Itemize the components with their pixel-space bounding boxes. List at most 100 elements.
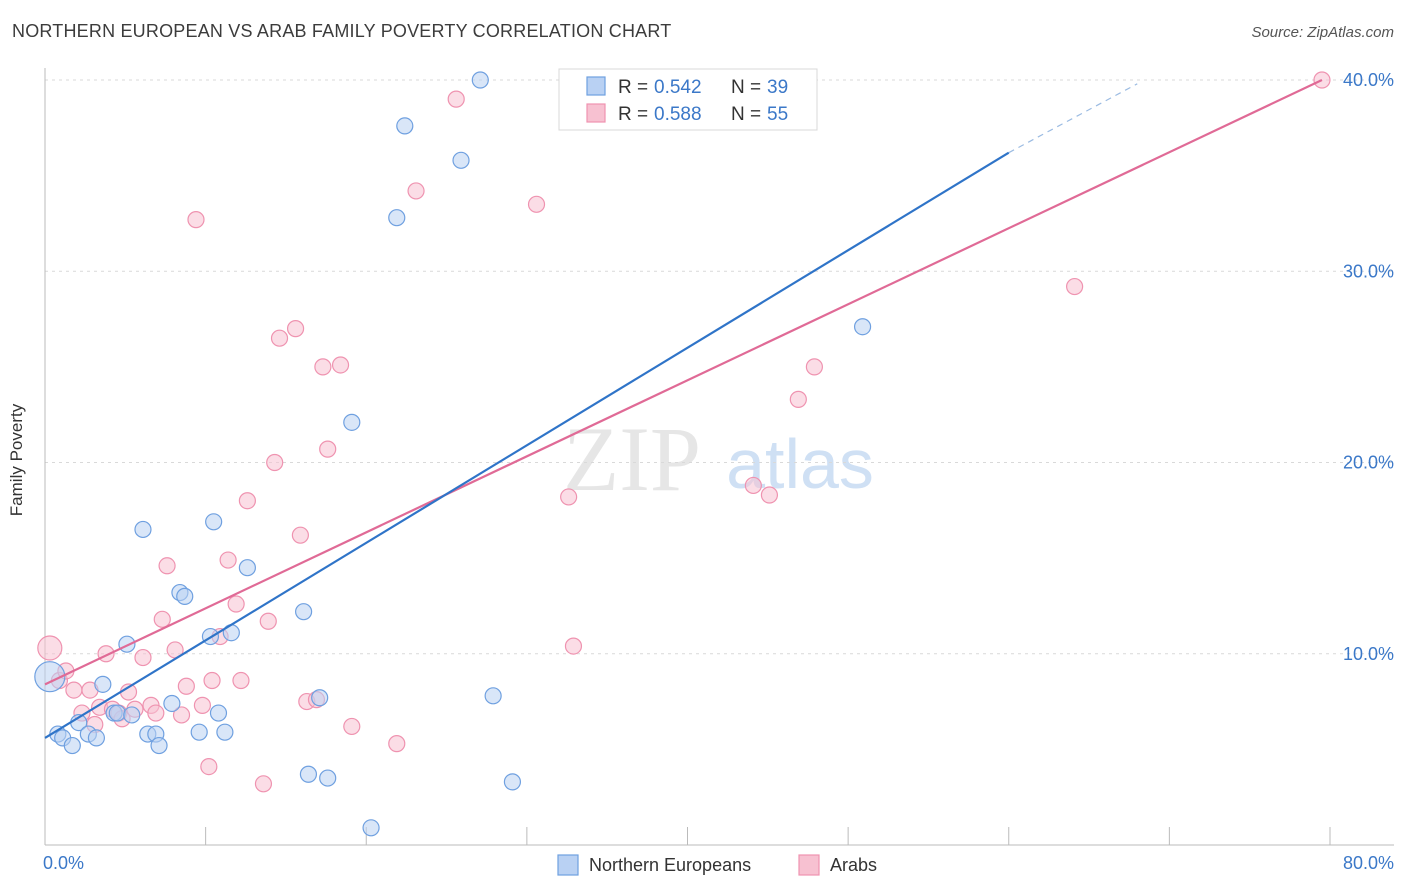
data-point bbox=[209, 704, 228, 722]
data-point bbox=[134, 648, 152, 667]
legend-swatch-blue bbox=[586, 76, 606, 96]
data-point bbox=[193, 696, 212, 714]
legend-r-value: 0.542 bbox=[654, 77, 702, 98]
data-point bbox=[744, 476, 762, 495]
northern-europeans-trend-extension bbox=[1008, 83, 1138, 154]
data-point bbox=[219, 551, 237, 569]
x-tick-label: 80.0% bbox=[1343, 853, 1394, 873]
data-point bbox=[471, 71, 489, 89]
series-legend-label: Arabs bbox=[830, 855, 877, 875]
data-point bbox=[94, 675, 112, 693]
data-point bbox=[153, 610, 171, 628]
data-point bbox=[388, 735, 406, 753]
legend-n-value: 55 bbox=[767, 104, 788, 125]
data-point bbox=[190, 723, 208, 741]
data-point bbox=[238, 559, 256, 577]
data-point bbox=[205, 513, 223, 531]
data-point bbox=[150, 736, 168, 755]
data-point bbox=[227, 595, 245, 613]
data-point bbox=[238, 492, 256, 510]
data-point bbox=[331, 356, 350, 374]
data-point bbox=[1066, 277, 1084, 296]
northern-europeans-trend-line bbox=[44, 151, 1010, 739]
data-point bbox=[447, 90, 465, 108]
data-point bbox=[108, 704, 126, 722]
data-point bbox=[853, 318, 872, 336]
series-legend-swatch-pink bbox=[798, 854, 820, 876]
watermark-zip: ZIP bbox=[563, 408, 701, 510]
data-point bbox=[177, 677, 195, 695]
correlation-legend: R = 0.542 N = 39 R = 0.588 N = 55 bbox=[558, 68, 818, 131]
data-point bbox=[65, 681, 83, 699]
y-tick-label: 10.0% bbox=[1343, 644, 1394, 664]
data-point bbox=[343, 717, 361, 736]
legend-r-label: R = bbox=[618, 104, 648, 125]
watermark: ZIP atlas bbox=[563, 408, 874, 510]
data-point bbox=[158, 557, 176, 575]
data-point bbox=[527, 195, 546, 213]
data-point bbox=[503, 773, 522, 791]
data-point bbox=[286, 320, 305, 338]
y-tick-label: 30.0% bbox=[1343, 261, 1394, 281]
data-point bbox=[314, 358, 332, 376]
data-point bbox=[484, 687, 502, 705]
data-point bbox=[176, 587, 194, 605]
legend-swatch-pink bbox=[586, 103, 606, 123]
data-point bbox=[805, 358, 823, 376]
data-point bbox=[266, 453, 284, 472]
legend-n-value: 39 bbox=[767, 77, 788, 98]
data-point bbox=[319, 440, 337, 458]
data-point bbox=[87, 729, 106, 747]
data-point bbox=[254, 775, 273, 793]
data-point bbox=[147, 704, 165, 722]
data-point bbox=[789, 390, 807, 408]
data-point bbox=[134, 520, 152, 539]
data-point bbox=[388, 209, 406, 227]
data-point bbox=[203, 671, 221, 690]
data-point bbox=[123, 706, 141, 724]
data-point bbox=[407, 182, 425, 200]
chart-title: NORTHERN EUROPEAN VS ARAB FAMILY POVERTY… bbox=[12, 21, 672, 41]
series-legend-swatch-blue bbox=[557, 854, 579, 876]
x-tick-label: 0.0% bbox=[43, 853, 84, 873]
data-point bbox=[311, 689, 329, 707]
arabs-trend-line bbox=[44, 79, 1323, 686]
data-point bbox=[187, 211, 205, 229]
tick-labels: 10.0% 20.0% 30.0% 40.0% 0.0% 80.0% bbox=[43, 70, 1394, 873]
data-point bbox=[362, 819, 380, 837]
data-point bbox=[34, 661, 66, 693]
source-credit: Source: ZipAtlas.com bbox=[1251, 24, 1394, 41]
data-point bbox=[63, 736, 81, 755]
data-point bbox=[163, 694, 181, 713]
data-point bbox=[216, 723, 234, 741]
series-legend-label: Northern Europeans bbox=[589, 855, 751, 875]
data-point bbox=[396, 117, 414, 135]
data-point bbox=[172, 706, 191, 724]
data-point bbox=[760, 486, 779, 504]
data-point bbox=[452, 151, 470, 169]
data-point bbox=[291, 526, 309, 544]
data-point bbox=[299, 765, 318, 783]
data-point bbox=[37, 635, 63, 661]
legend-n-label: N = bbox=[731, 77, 761, 98]
data-point bbox=[564, 637, 583, 655]
data-point bbox=[343, 413, 361, 431]
arabs-points bbox=[37, 71, 1331, 793]
data-point bbox=[319, 769, 337, 787]
legend-r-label: R = bbox=[618, 77, 648, 98]
series-legend: Northern Europeans Arabs bbox=[557, 854, 877, 876]
data-point bbox=[270, 329, 289, 347]
trend-lines bbox=[44, 79, 1323, 739]
data-point bbox=[232, 671, 250, 690]
data-point bbox=[560, 488, 578, 506]
data-point bbox=[118, 635, 136, 653]
legend-n-label: N = bbox=[731, 104, 761, 125]
axes bbox=[44, 68, 1394, 846]
data-point bbox=[200, 757, 218, 776]
data-point bbox=[295, 603, 313, 621]
y-tick-label: 40.0% bbox=[1343, 70, 1394, 90]
legend-r-value: 0.588 bbox=[654, 104, 702, 125]
y-tick-label: 20.0% bbox=[1343, 453, 1394, 473]
data-point bbox=[259, 612, 277, 630]
